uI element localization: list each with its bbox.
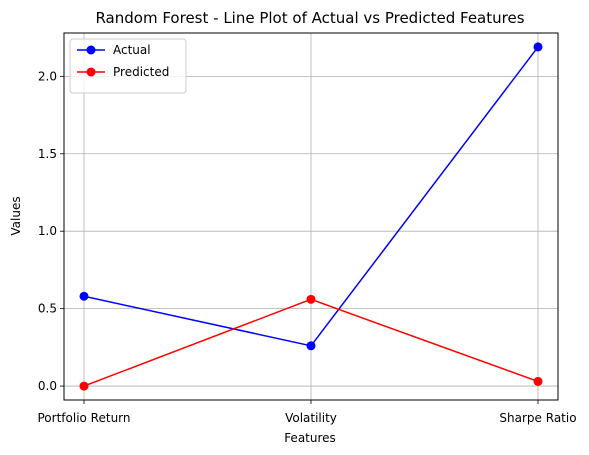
data-point-actual [79, 291, 89, 301]
x-tick-label: Volatility [285, 411, 337, 425]
legend-box [69, 38, 187, 94]
series-layer [79, 42, 543, 391]
data-point-predicted [533, 376, 543, 386]
legend-label: Actual [113, 43, 151, 57]
data-point-predicted [79, 381, 89, 391]
series-predicted [79, 294, 543, 391]
data-point-actual [533, 42, 543, 52]
y-tick-label: 1.5 [38, 147, 57, 161]
x-axis-label: Features [284, 431, 336, 445]
y-tick-label: 2.0 [38, 69, 57, 83]
data-point-actual [306, 341, 316, 351]
axis-ticks: Portfolio Return Volatility Sharpe Ratio 0.… [38, 69, 577, 425]
legend-item-actual: Actual [77, 43, 151, 57]
x-tick-label: Sharpe Ratio [499, 411, 576, 425]
y-tick-label: 1.0 [38, 224, 57, 238]
y-tick-label: 0.0 [38, 379, 57, 393]
legend-marker-swatch [86, 67, 96, 77]
legend: Actual Predicted [69, 38, 187, 94]
y-tick-label: 0.5 [38, 302, 57, 316]
y-axis-label: Values [9, 196, 23, 235]
series-actual [79, 42, 543, 351]
x-tick-label: Portfolio Return [38, 411, 131, 425]
legend-marker-swatch [86, 45, 96, 55]
grid-lines [64, 33, 558, 400]
legend-label: Predicted [113, 65, 169, 79]
chart-title: Random Forest - Line Plot of Actual vs P… [95, 9, 524, 27]
legend-item-predicted: Predicted [77, 65, 169, 79]
data-point-predicted [306, 294, 316, 304]
